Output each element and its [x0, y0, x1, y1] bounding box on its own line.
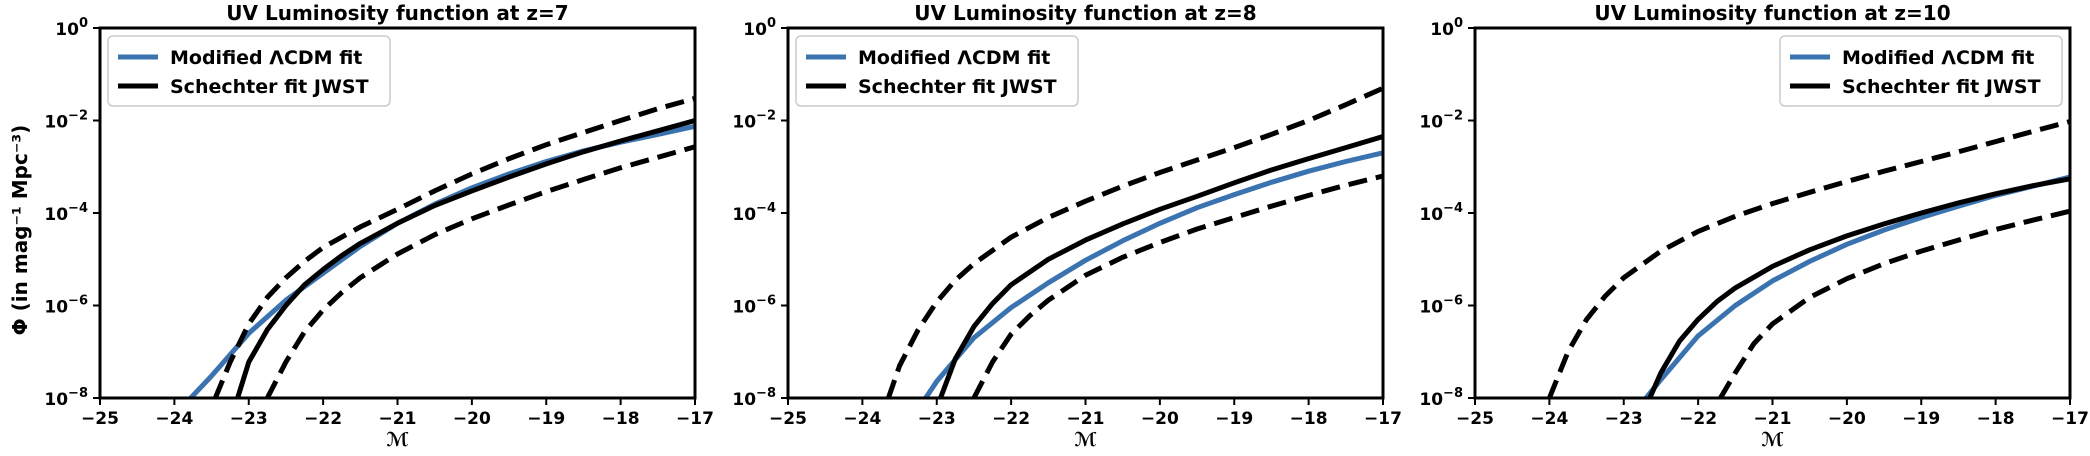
chart-panel-3: UV Luminosity function at z=10 −25 −24 −23 −…	[1419, 1, 2089, 451]
y-tick-label: 10−4	[732, 201, 776, 225]
x-tick-label: −22	[1679, 409, 1717, 429]
legend-box	[107, 35, 391, 107]
legend: Modified ΛCDM fit Schechter fit JWST	[1779, 35, 2063, 107]
legend: Modified ΛCDM fit Schechter fit JWST	[107, 35, 391, 107]
series-group	[188, 95, 695, 398]
schechter-lower-bound-line	[265, 144, 695, 398]
y-tick-label: 10−8	[44, 386, 88, 410]
legend-label: Schechter fit JWST	[170, 76, 369, 98]
chart-panels: UV Luminosity function at z=7 −25 −24 −23 −2…	[44, 1, 2089, 451]
x-tick-label: −22	[992, 409, 1030, 429]
x-tick-label: −19	[1215, 409, 1253, 429]
y-tick-label: 10−2	[732, 109, 776, 133]
y-tick-label: 10−4	[1419, 201, 1463, 225]
x-tick-label: −25	[81, 409, 119, 429]
y-tick-label: 10−8	[732, 386, 776, 410]
legend-label: Schechter fit JWST	[858, 76, 1057, 98]
x-tick-label: −18	[1290, 409, 1328, 429]
chart-title: UV Luminosity function at z=8	[914, 1, 1256, 25]
legend: Modified ΛCDM fit Schechter fit JWST	[795, 35, 1079, 107]
x-tick-label: −23	[230, 409, 268, 429]
x-tick-label: −21	[1754, 409, 1792, 429]
x-tick-label: −20	[1828, 409, 1866, 429]
y-tick-label: 10−2	[1419, 109, 1463, 133]
y-tick-label: 10−6	[44, 294, 88, 318]
x-tick-label: −24	[1530, 409, 1568, 429]
schechter-fit-line	[1647, 176, 2070, 398]
x-tick-label: −24	[843, 409, 881, 429]
x-tick-label: −18	[1977, 409, 2015, 429]
x-tick-label: −20	[1141, 409, 1179, 429]
schechter-upper-bound-line	[1547, 119, 2070, 398]
legend-label: Modified ΛCDM fit	[170, 47, 362, 69]
legend-label: Modified ΛCDM fit	[858, 47, 1050, 69]
x-tick-label: −23	[1605, 409, 1643, 429]
schechter-fit-line	[235, 118, 695, 398]
y-axis-label: Φ (in mag⁻¹ Mpc⁻³)	[8, 125, 32, 336]
schechter-upper-bound-line	[212, 95, 695, 398]
schechter-lower-bound-line	[971, 173, 1383, 398]
x-tick-label: −23	[918, 409, 956, 429]
series-group	[886, 85, 1383, 398]
x-tick-label: −19	[1902, 409, 1940, 429]
x-tick-label: −19	[527, 409, 565, 429]
chart-title: UV Luminosity function at z=7	[226, 1, 568, 25]
modified-lcdm-line	[923, 150, 1383, 398]
x-tick-label: −20	[453, 409, 491, 429]
y-tick-label: 100	[1430, 16, 1463, 40]
chart-panel-1: UV Luminosity function at z=7 −25 −24 −23 −2…	[44, 1, 714, 451]
chart-panel-2: UV Luminosity function at z=8 −25 −24 −23 −2…	[732, 1, 1402, 451]
x-axis-label: ℳ	[1761, 429, 1784, 451]
y-tick-label: 10−2	[44, 109, 88, 133]
y-tick-label: 100	[55, 16, 88, 40]
legend-box	[1779, 35, 2063, 107]
x-tick-label: −17	[1364, 409, 1402, 429]
legend-box	[795, 35, 1079, 107]
x-tick-label: −17	[2051, 409, 2089, 429]
legend-label: Modified ΛCDM fit	[1842, 47, 2034, 69]
y-tick-label: 10−8	[1419, 386, 1463, 410]
y-tick-label: 100	[743, 16, 776, 40]
x-tick-label: −22	[304, 409, 342, 429]
y-tick-label: 10−4	[44, 201, 88, 225]
modified-lcdm-line	[1644, 174, 2070, 398]
schechter-fit-line	[938, 134, 1383, 398]
y-tick-label: 10−6	[732, 294, 776, 318]
schechter-lower-bound-line	[1718, 208, 2070, 398]
series-group	[1547, 119, 2070, 398]
x-tick-label: −25	[1456, 409, 1494, 429]
x-tick-label: −18	[602, 409, 640, 429]
chart-title: UV Luminosity function at z=10	[1594, 1, 1950, 25]
x-axis-label: ℳ	[1074, 429, 1097, 451]
x-axis-label: ℳ	[386, 429, 409, 451]
x-tick-label: −25	[769, 409, 807, 429]
x-tick-label: −17	[676, 409, 714, 429]
x-tick-label: −21	[379, 409, 417, 429]
x-tick-label: −21	[1067, 409, 1105, 429]
schechter-upper-bound-line	[886, 85, 1383, 398]
y-tick-label: 10−6	[1419, 294, 1463, 318]
x-tick-label: −24	[155, 409, 193, 429]
legend-label: Schechter fit JWST	[1842, 76, 2041, 98]
